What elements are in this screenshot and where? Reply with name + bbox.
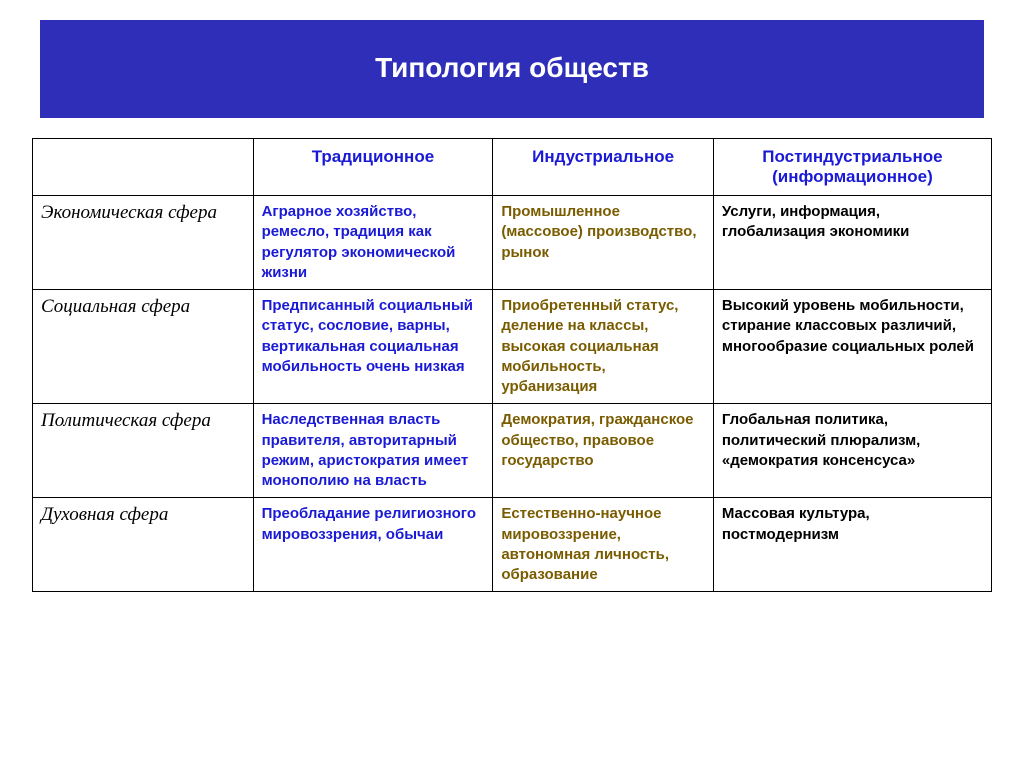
cell-social-ind: Приобретенный статус, деление на классы,… [501,296,705,397]
table-row: Экономическая сфера Аграрное хозяйство, … [33,196,992,290]
page-title: Типология обществ [40,20,984,118]
cell-political-trad: Наследственная власть правителя, авторит… [262,410,485,491]
cell-political-ind: Демократия, гражданское общество, правов… [501,410,705,471]
header-ind: Индустриальное [493,139,714,196]
cell-economic-trad: Аграрное хозяйство, ремесло, традиция ка… [262,202,485,283]
cell-economic-ind: Промышленное (массовое) производство, ры… [501,202,705,263]
row-label-social: Социальная сфера [33,290,254,404]
typology-table: Традиционное Индустриальное Постиндустри… [32,138,992,592]
row-label-political: Политическая сфера [33,404,254,498]
table-row: Политическая сфера Наследственная власть… [33,404,992,498]
cell-economic-post: Услуги, информация, глобализация экономи… [722,202,983,243]
row-label-spiritual: Духовная сфера [33,498,254,592]
cell-social-trad: Предписанный социальный статус, сословие… [262,296,485,377]
table-row: Социальная сфера Предписанный социальный… [33,290,992,404]
header-trad: Традиционное [253,139,493,196]
cell-spiritual-post: Массовая культура, постмодернизм [722,504,983,545]
table-header-row: Традиционное Индустриальное Постиндустри… [33,139,992,196]
header-empty [33,139,254,196]
row-label-economic: Экономическая сфера [33,196,254,290]
cell-social-post: Высокий уровень мобильности, стирание кл… [722,296,983,357]
cell-political-post: Глобальная политика, политический плюрал… [722,410,983,471]
table-row: Духовная сфера Преобладание религиозного… [33,498,992,592]
cell-spiritual-trad: Преобладание религиозного мировоззрения,… [262,504,485,545]
cell-spiritual-ind: Естественно-научное мировоззрение, автон… [501,504,705,585]
header-post: Постиндустриальное (информационное) [713,139,991,196]
